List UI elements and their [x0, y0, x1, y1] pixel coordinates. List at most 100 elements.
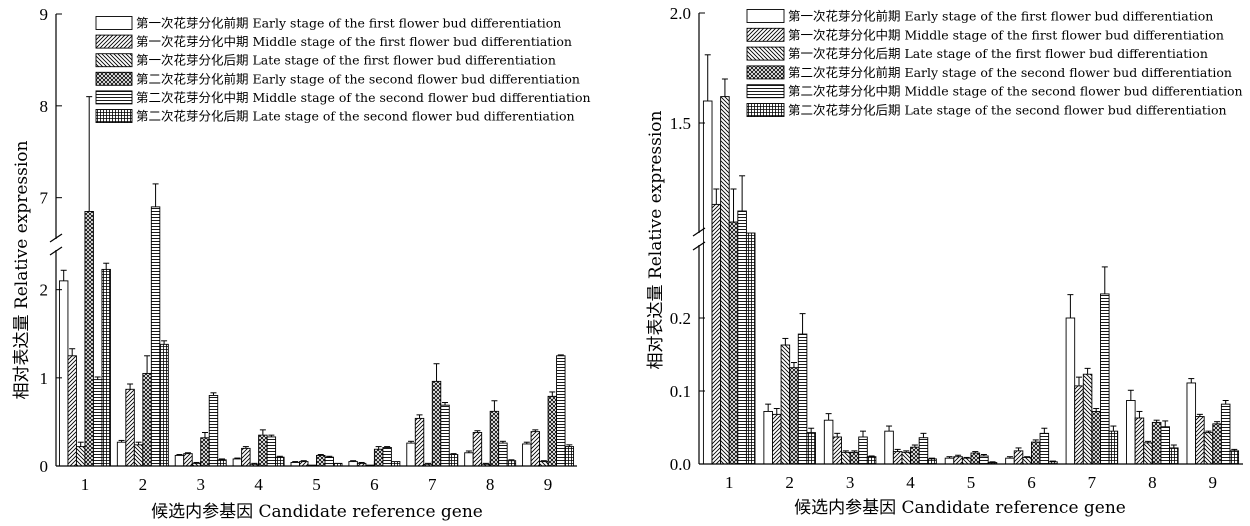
- bar: [232, 458, 243, 467]
- legend-swatch: [746, 27, 785, 42]
- bar: [390, 461, 401, 467]
- bar: [1100, 293, 1110, 465]
- bar: [806, 432, 816, 465]
- x-tick-label: 3: [846, 473, 855, 492]
- bar: [1082, 373, 1093, 465]
- x-tick-label: 1: [81, 475, 90, 494]
- bar: [772, 413, 782, 465]
- bar: [1151, 421, 1162, 465]
- bar: [373, 448, 384, 467]
- bar: [1169, 447, 1179, 465]
- chart-left: 0 1 2 7 8 9 1 2 3 4 5 6 7 8 9 第一次花芽分化前期 Early stage of …: [40, 5, 591, 494]
- bar: [539, 461, 549, 467]
- legend-entry: 第一次花芽分化后期 Late stage of the first flower…: [788, 46, 1208, 61]
- y-tick-label: 1.5: [670, 114, 691, 133]
- bar: [67, 355, 77, 467]
- x-tick-label: 6: [370, 475, 379, 494]
- x-tick-label: 9: [544, 475, 553, 494]
- axis-break-mark: [49, 233, 63, 243]
- bar: [927, 458, 937, 465]
- bar: [1160, 426, 1170, 465]
- y-tick-label: 2: [40, 281, 49, 300]
- bar: [1005, 457, 1015, 465]
- bar: [208, 395, 219, 467]
- legend-swatch: [746, 84, 785, 99]
- y-tick-label: 0.0: [670, 455, 691, 474]
- legend-swatch: [95, 71, 133, 86]
- legend-swatch: [746, 65, 785, 80]
- bar: [241, 447, 251, 467]
- y-tick-label: 9: [40, 5, 49, 24]
- legend-swatch: [95, 90, 133, 105]
- bar: [564, 446, 575, 467]
- x-tick-label: 7: [1088, 473, 1097, 492]
- bar: [75, 446, 86, 467]
- bar: [489, 410, 500, 467]
- right-chart-panel: 相对表达量 Relative expression 候选内参基因 Candida…: [646, 110, 1126, 518]
- bar: [720, 96, 730, 465]
- bar: [1074, 385, 1084, 465]
- bar: [1186, 382, 1197, 465]
- bar: [142, 372, 152, 467]
- bar: [266, 436, 277, 467]
- legend-swatch: [95, 16, 133, 30]
- legend-swatch: [746, 46, 785, 61]
- bar: [101, 268, 111, 467]
- bar: [1229, 450, 1240, 465]
- bar: [324, 456, 334, 467]
- bar: [866, 456, 877, 465]
- legend-entry: 第一次花芽分化后期 Late stage of the first flower…: [136, 53, 556, 68]
- legend-entry: 第一次花芽分化前期 Early stage of the first flowe…: [136, 16, 561, 31]
- bar: [1039, 432, 1050, 465]
- bar: [448, 454, 459, 467]
- legend: 第一次花芽分化前期 Early stage of the first flowe…: [746, 9, 1243, 118]
- legend-swatch: [95, 34, 133, 49]
- left-chart-panel: 相对表达量 Relative expression 候选内参基因 Candida…: [12, 140, 483, 522]
- bar: [506, 460, 517, 467]
- bar: [849, 451, 860, 465]
- bar: [1013, 450, 1024, 465]
- bar: [745, 232, 756, 465]
- bar: [133, 444, 144, 467]
- axis-break-mark: [49, 246, 63, 256]
- bar: [892, 451, 903, 465]
- bar: [440, 404, 450, 467]
- bar: [125, 388, 135, 467]
- left-x-axis-label: 候选内参基因 Candidate reference gene: [151, 502, 483, 522]
- bar: [92, 379, 103, 467]
- bar: [530, 431, 541, 467]
- bar: [150, 206, 161, 467]
- bar: [901, 451, 912, 465]
- bar: [953, 456, 963, 465]
- bar: [1126, 400, 1136, 465]
- bar: [841, 451, 851, 465]
- bar: [823, 419, 834, 465]
- legend-entry: 第二次花芽分化后期 Late stage of the second flowe…: [136, 109, 575, 124]
- bar: [711, 203, 722, 465]
- x-tick-label: 2: [139, 475, 148, 494]
- legend-entry: 第二次花芽分化中期 Middle stage of the second flo…: [788, 84, 1243, 99]
- right-x-axis-label: 候选内参基因 Candidate reference gene: [794, 498, 1126, 518]
- legend-swatch: [95, 109, 133, 123]
- bar: [159, 343, 169, 467]
- bar: [979, 455, 989, 465]
- bar: [970, 452, 981, 465]
- bar: [258, 434, 268, 467]
- bar: [58, 280, 69, 467]
- legend: 第一次花芽分化前期 Early stage of the first flowe…: [95, 16, 591, 124]
- y-tick-label: 1: [40, 369, 49, 388]
- x-tick-label: 8: [486, 475, 495, 494]
- bar: [183, 453, 193, 467]
- x-tick-label: 8: [1148, 473, 1157, 492]
- bar: [1203, 432, 1214, 465]
- x-tick-label: 6: [1027, 473, 1036, 492]
- legend-entry: 第二次花芽分化前期 Early stage of the second flow…: [136, 71, 580, 86]
- bar: [1134, 417, 1145, 465]
- bar: [84, 210, 94, 467]
- bar: [116, 441, 127, 467]
- bar: [217, 459, 227, 467]
- bar: [1195, 416, 1205, 465]
- legend-entry: 第二次花芽分化中期 Middle stage of the second flo…: [136, 90, 591, 105]
- bar: [382, 447, 392, 467]
